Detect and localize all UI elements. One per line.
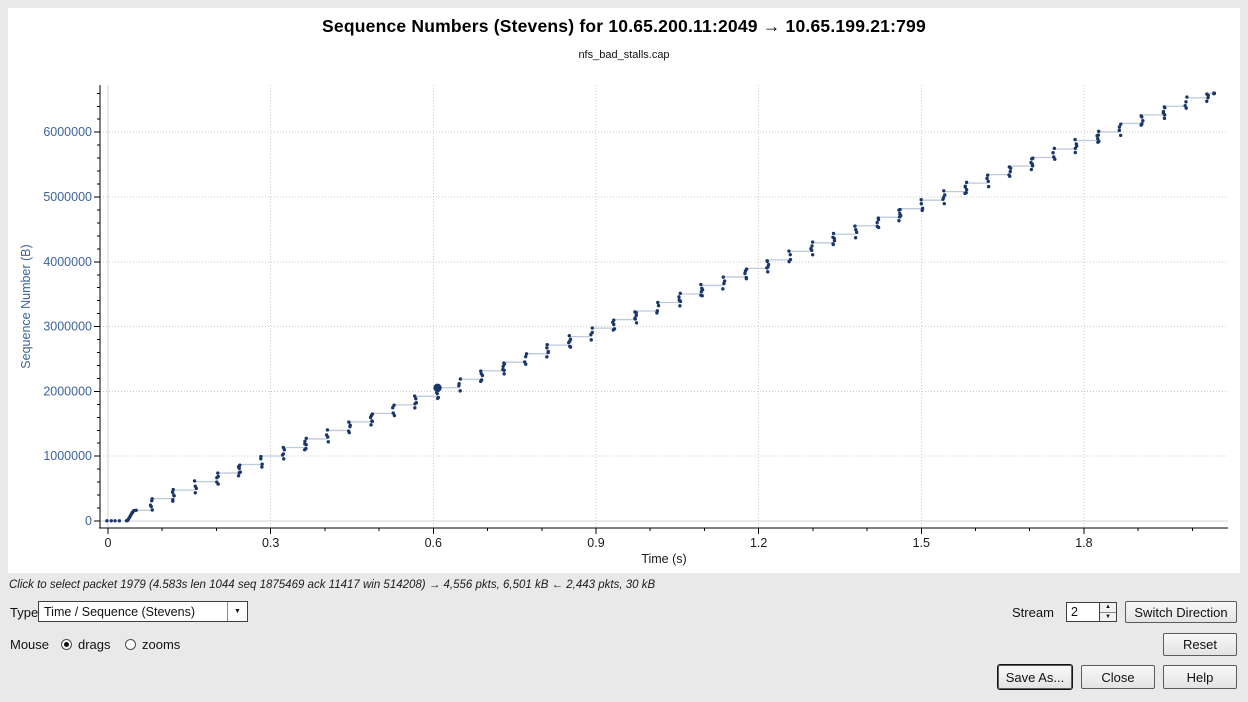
status-hint: Click to select packet 1979 (4.583s len …: [9, 579, 656, 591]
segment-connectors: [136, 92, 1215, 511]
svg-text:0.9: 0.9: [587, 536, 604, 550]
svg-text:5000000: 5000000: [43, 190, 92, 204]
mouse-label: Mouse: [10, 637, 50, 652]
svg-text:Time (s): Time (s): [641, 552, 686, 566]
svg-text:4000000: 4000000: [43, 255, 92, 269]
save-as-button[interactable]: Save As...: [998, 665, 1072, 689]
mouse-zooms-label[interactable]: zooms: [142, 637, 181, 652]
gridlines: [100, 85, 1228, 528]
stream-input[interactable]: 2: [1066, 602, 1100, 622]
mouse-drags-label[interactable]: drags: [78, 637, 111, 652]
data-points: [105, 91, 1217, 523]
axes: [99, 85, 1228, 529]
svg-text:0.6: 0.6: [425, 536, 442, 550]
selected-packet-marker: [433, 383, 442, 392]
plot-panel: [8, 8, 1240, 573]
switch-direction-button[interactable]: Switch Direction: [1125, 601, 1237, 623]
help-button[interactable]: Help: [1163, 665, 1237, 689]
stream-label: Stream: [1012, 605, 1054, 620]
spin-down-icon[interactable]: ▼: [1105, 613, 1111, 620]
type-label: Type: [10, 605, 39, 620]
svg-text:1.2: 1.2: [750, 536, 767, 550]
axis-titles: Time (s) Sequence Number (B): [19, 244, 687, 566]
svg-text:3000000: 3000000: [43, 320, 92, 334]
stream-spinner[interactable]: ▲ ▼: [1099, 602, 1117, 622]
reset-button[interactable]: Reset: [1163, 633, 1237, 656]
svg-text:0.3: 0.3: [262, 536, 279, 550]
close-button[interactable]: Close: [1081, 665, 1155, 689]
mouse-drags-radio[interactable]: [61, 639, 72, 650]
svg-text:0: 0: [105, 536, 112, 550]
svg-text:6000000: 6000000: [43, 125, 92, 139]
graph-type-value: Time / Sequence (Stevens): [44, 604, 195, 619]
chart-title: Sequence Numbers (Stevens) for 10.65.200…: [322, 16, 926, 36]
graph-type-select[interactable]: Time / Sequence (Stevens) ▼: [38, 601, 248, 622]
svg-text:Sequence Number (B): Sequence Number (B): [19, 244, 33, 368]
spin-up-icon[interactable]: ▲: [1100, 603, 1116, 613]
svg-text:1.8: 1.8: [1075, 536, 1092, 550]
svg-text:2000000: 2000000: [43, 384, 92, 398]
svg-text:0: 0: [85, 514, 92, 528]
tcp-stream-graph-plot[interactable]: 0 0.3 0.6 0.9 1.2 1.5 1.8 0 1000000 2000000 300000…: [0, 0, 1248, 575]
tick-labels: 0 0.3 0.6 0.9 1.2 1.5 1.8 0 1000000 2000000 300000…: [43, 125, 1092, 550]
mouse-zooms-radio[interactable]: [125, 639, 136, 650]
tick-marks: [94, 92, 1193, 534]
chart-subtitle: nfs_bad_stalls.cap: [578, 49, 670, 61]
chevron-down-icon[interactable]: ▼: [227, 602, 247, 621]
svg-text:1.5: 1.5: [913, 536, 930, 550]
svg-text:1000000: 1000000: [43, 449, 92, 463]
